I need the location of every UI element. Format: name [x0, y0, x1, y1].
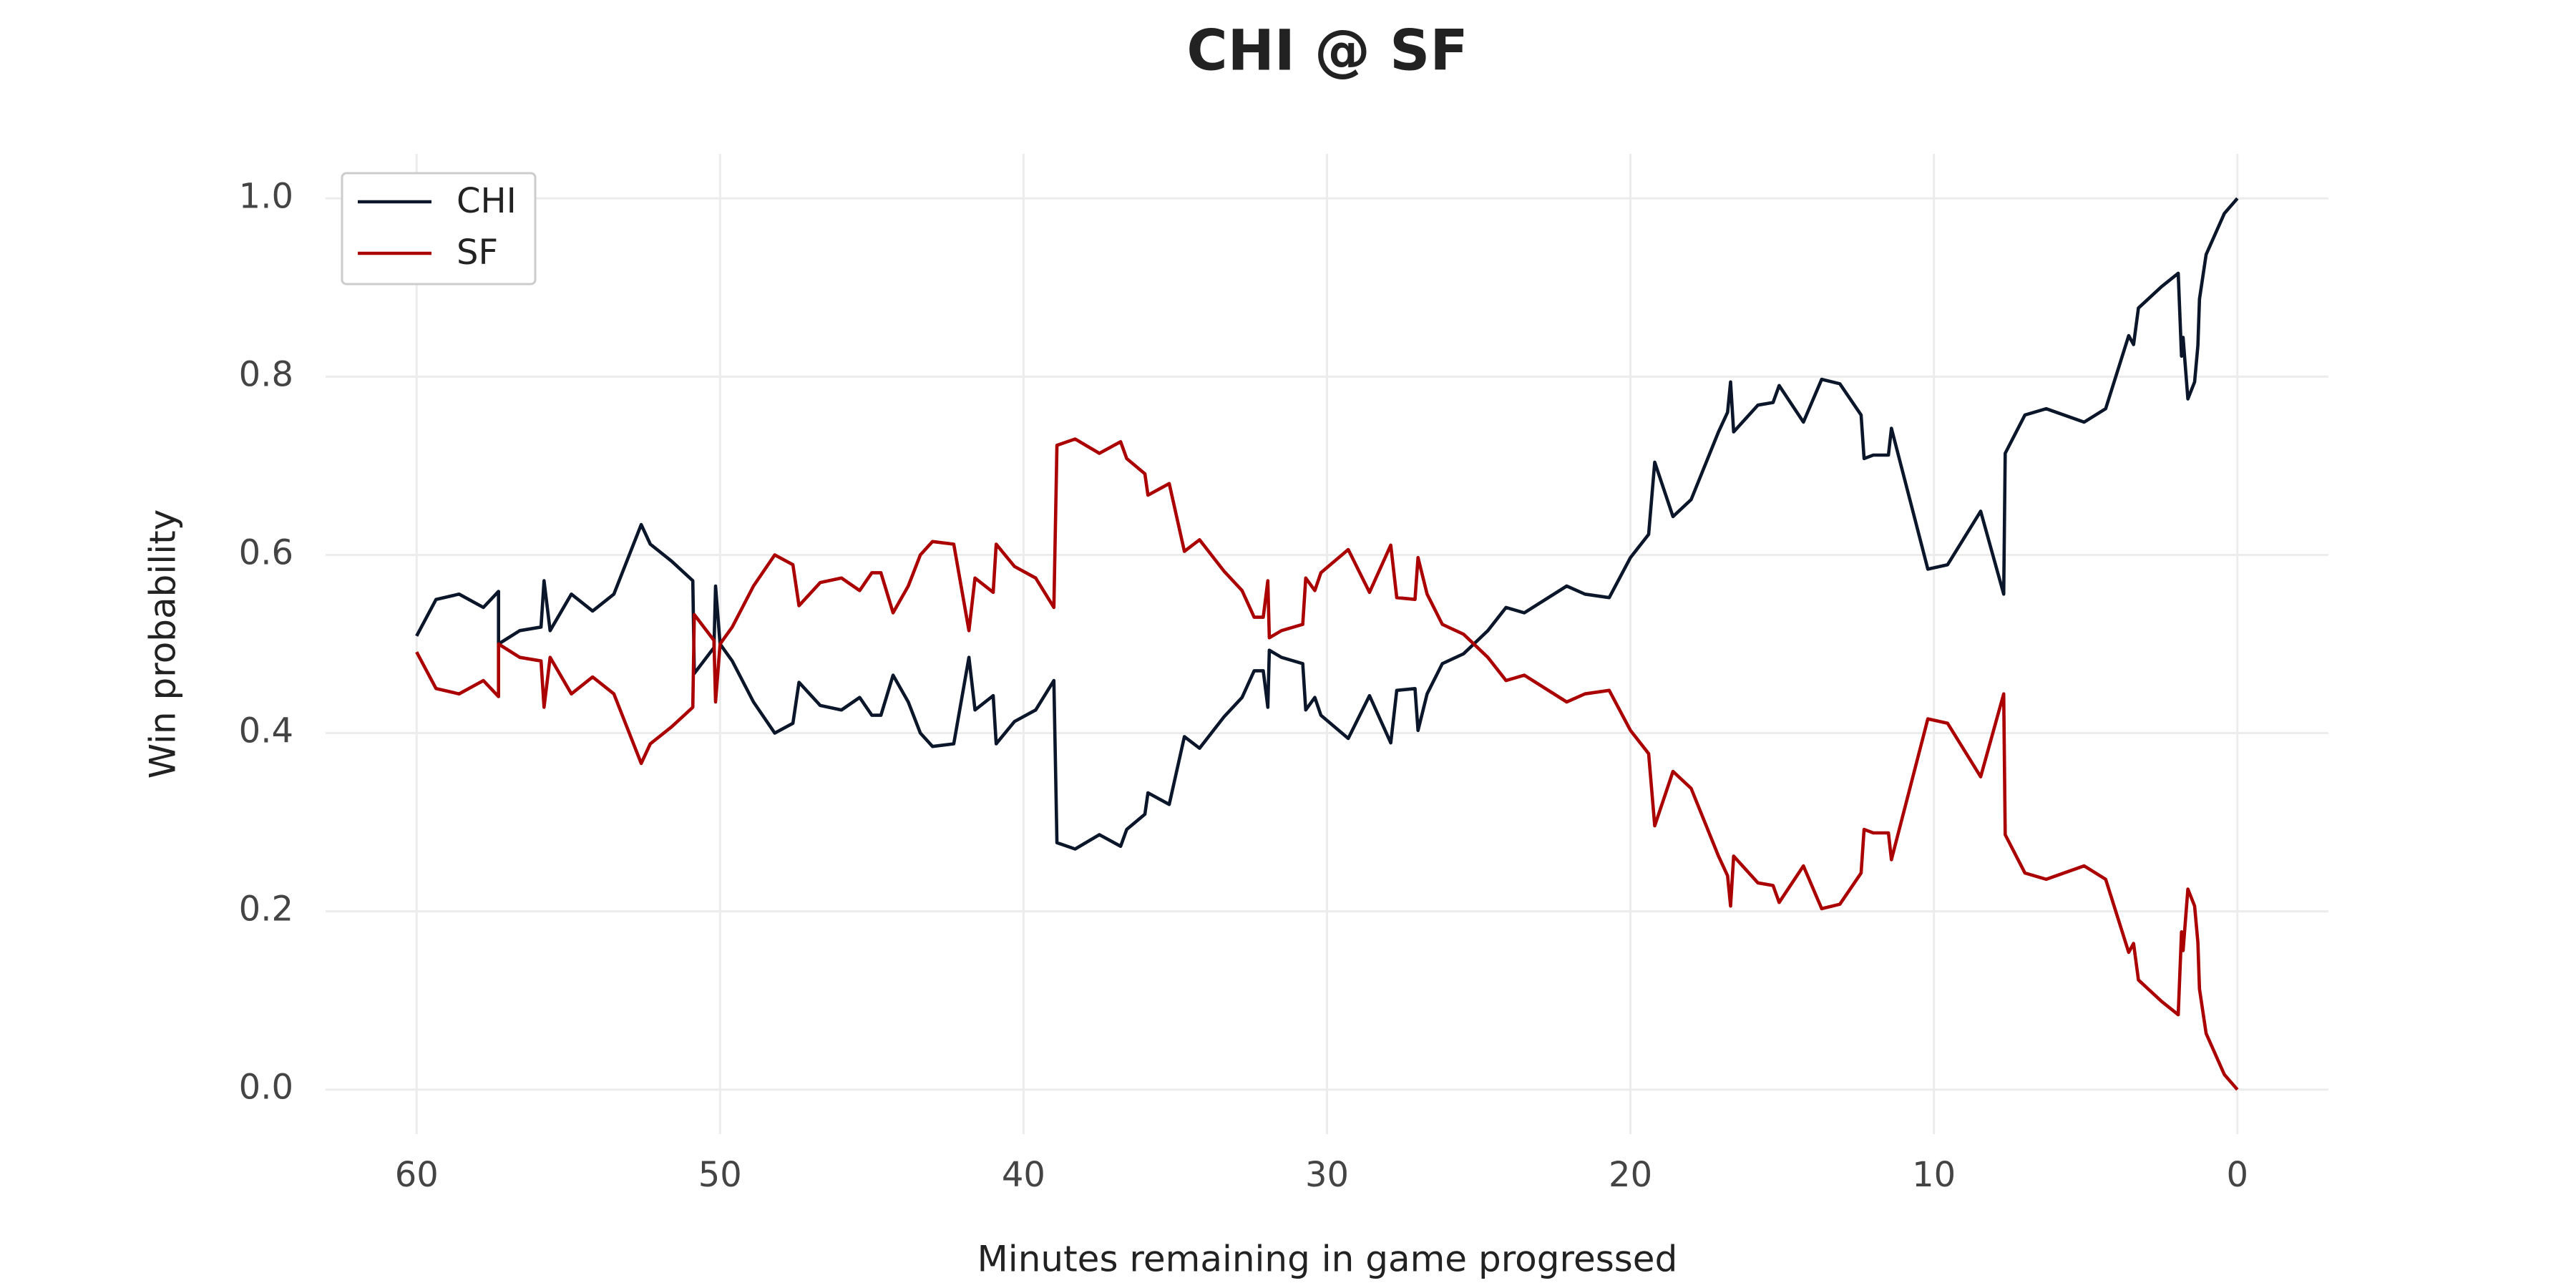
x-tick-label: 20 [1609, 1155, 1652, 1195]
y-tick-label: 0.0 [239, 1068, 293, 1108]
y-tick-label: 0.8 [239, 354, 293, 394]
y-tick-label: 0.4 [239, 711, 293, 751]
y-tick-label: 0.6 [239, 532, 293, 572]
x-tick-label: 50 [698, 1155, 742, 1195]
y-tick-label: 1.0 [239, 176, 293, 216]
y-tick-label: 0.2 [239, 889, 293, 930]
series-line [415, 197, 2239, 851]
chart-title: CHI @ SF [1186, 19, 1468, 83]
legend-label: CHI [457, 181, 517, 221]
x-tick-label: 40 [1002, 1155, 1045, 1195]
x-tick-label: 10 [1912, 1155, 1956, 1195]
x-tick-label: 60 [395, 1155, 439, 1195]
x-axis-label: Minutes remaining in game progressed [977, 1239, 1678, 1280]
legend-label: SF [457, 233, 498, 273]
series-line [415, 437, 2239, 1091]
x-tick-label: 0 [2226, 1155, 2248, 1195]
x-tick-label: 30 [1305, 1155, 1349, 1195]
y-axis-label: Win probability [142, 509, 184, 779]
